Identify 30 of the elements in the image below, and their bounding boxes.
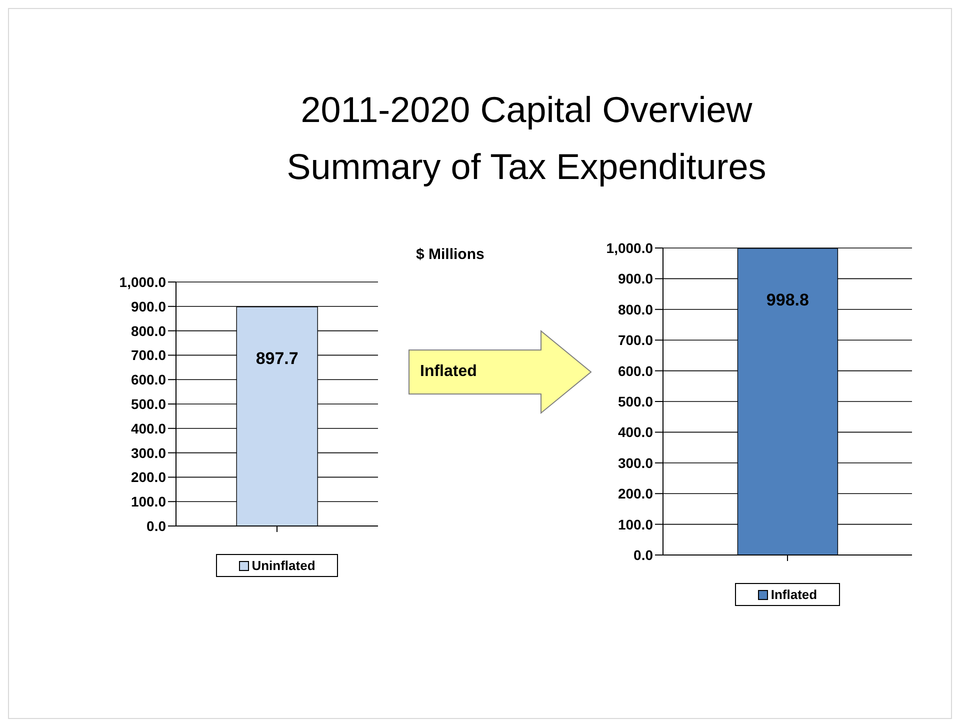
y-tick-label: 700.0 <box>130 347 166 364</box>
y-tick-label: 600.0 <box>618 362 654 379</box>
y-tick-label: 1,000.0 <box>606 240 654 256</box>
data-label: 998.8 <box>766 290 809 310</box>
y-tick-label: 100.0 <box>130 494 166 510</box>
text: Summary of Tax Expenditures <box>286 145 768 189</box>
y-tick-label: 800.0 <box>618 301 654 318</box>
y-tick-label: 300.0 <box>130 444 166 461</box>
y-tick-label: 400.0 <box>618 424 654 440</box>
y-tick-label: 0.0 <box>146 518 166 534</box>
y-tick-label: 600.0 <box>130 372 166 388</box>
text: 2011-2020 Capital Overview <box>300 88 754 132</box>
y-tick-label: 500.0 <box>618 393 654 410</box>
y-tick-label: 700.0 <box>618 332 654 348</box>
y-tick-label: 1,000.0 <box>119 274 166 290</box>
y-tick-label: 900.0 <box>130 298 166 314</box>
y-tick-label: 900.0 <box>618 270 654 287</box>
text: Inflated <box>420 363 477 381</box>
legend-label: Inflated <box>770 587 818 602</box>
y-tick-label: 800.0 <box>130 322 166 339</box>
y-tick-label: 200.0 <box>618 486 654 502</box>
legend-label: Uninflated <box>250 558 316 573</box>
y-tick-label: 400.0 <box>130 420 166 436</box>
y-tick-label: 500.0 <box>130 396 166 412</box>
y-tick-label: 300.0 <box>618 454 654 471</box>
y-tick-label: 200.0 <box>130 469 166 486</box>
y-tick-label: 0.0 <box>634 546 654 563</box>
data-label: 897.7 <box>256 349 298 368</box>
y-tick-label: 100.0 <box>618 516 654 532</box>
text: $ Millions <box>416 246 484 263</box>
